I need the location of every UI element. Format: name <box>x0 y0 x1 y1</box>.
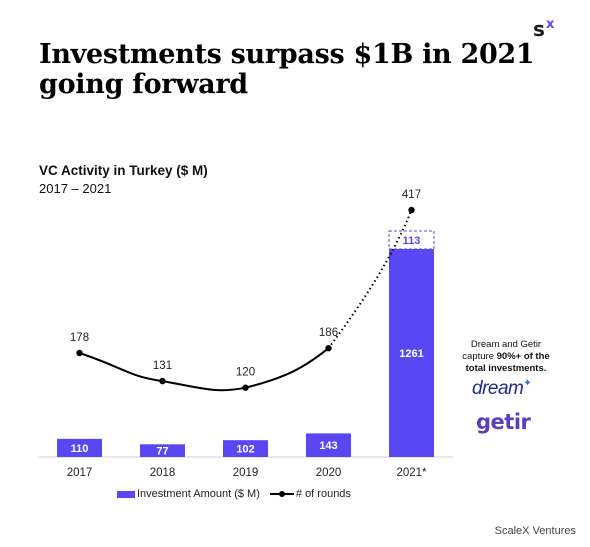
legend-label-investment: Investment Amount ($ M) <box>137 488 260 500</box>
chart-subtitle: 2017 – 2021 <box>39 181 112 196</box>
annotation-line-3-bold: total investments. <box>465 363 547 374</box>
bar-2021* <box>389 249 434 457</box>
annotation-line-2-prefix: capture <box>462 351 497 362</box>
page-title-line-2: going forward <box>39 69 248 100</box>
bar-2018 <box>140 444 185 457</box>
x-tick-2017: 2017 <box>67 467 93 479</box>
rounds-label-2021*: 417 <box>402 189 421 201</box>
source-credit: ScaleX Ventures <box>494 525 576 537</box>
bar-extra-2021* <box>388 230 435 250</box>
rounds-point-2017 <box>76 349 83 357</box>
annotation-line-2-bold: 90%+ of the <box>496 351 550 362</box>
annotation-note: Dream and Getir capture 90%+ of the tota… <box>447 339 565 375</box>
bar-extra-label: 113 <box>403 235 421 247</box>
rounds-point-2018 <box>159 377 166 385</box>
rounds-point-2020 <box>325 345 332 352</box>
bar-2017 <box>57 438 102 457</box>
legend-swatch-investment <box>117 490 135 498</box>
bar-label-2021*: 1261 <box>399 348 423 360</box>
legend-label-rounds: # of rounds <box>295 488 351 500</box>
sparkle-icon: ✦ <box>523 378 532 389</box>
chart-title: VC Activity in Turkey ($ M) <box>39 163 208 178</box>
bar-label-2019: 102 <box>236 444 254 456</box>
x-tick-2018: 2018 <box>150 467 176 479</box>
dream-logo: dream✦ <box>472 378 532 400</box>
x-tick-2020: 2020 <box>316 467 342 479</box>
scalex-logo: s x <box>533 17 555 40</box>
chart-legend: Investment Amount ($ M) # of rounds <box>117 488 351 500</box>
bar-label-2018: 77 <box>156 446 168 458</box>
getir-logo: getir <box>476 410 531 434</box>
getir-logo-text: getir <box>476 410 531 434</box>
page-title-line-1: Investments surpass $1B in 2021 <box>39 39 535 70</box>
annotation-line-3: total investments. <box>447 363 565 375</box>
bar-label-2020: 143 <box>319 440 337 452</box>
bar-2019 <box>223 440 268 457</box>
bar-2020 <box>306 433 351 457</box>
svg-text:x: x <box>546 17 555 32</box>
dream-logo-text: dream <box>472 378 524 399</box>
x-tick-2021*: 2021* <box>396 467 427 479</box>
rounds-label-2017: 178 <box>70 332 89 344</box>
svg-text:s: s <box>533 17 545 40</box>
rounds-label-2018: 131 <box>153 360 172 372</box>
rounds-point-2021* <box>408 206 415 214</box>
x-tick-2019: 2019 <box>233 467 259 479</box>
rounds-label-2020: 186 <box>319 327 338 339</box>
rounds-line-solid <box>79 347 330 392</box>
rounds-point-2019 <box>242 384 249 391</box>
bar-label-2017: 110 <box>71 443 89 455</box>
annotation-line-1: Dream and Getir <box>470 339 542 350</box>
page-title: Investments surpass $1B in 2021 going fo… <box>39 39 535 100</box>
legend-swatch-rounds <box>269 489 294 499</box>
annotation-line-2: capture 90%+ of the <box>447 351 565 363</box>
rounds-label-2019: 120 <box>236 367 255 379</box>
